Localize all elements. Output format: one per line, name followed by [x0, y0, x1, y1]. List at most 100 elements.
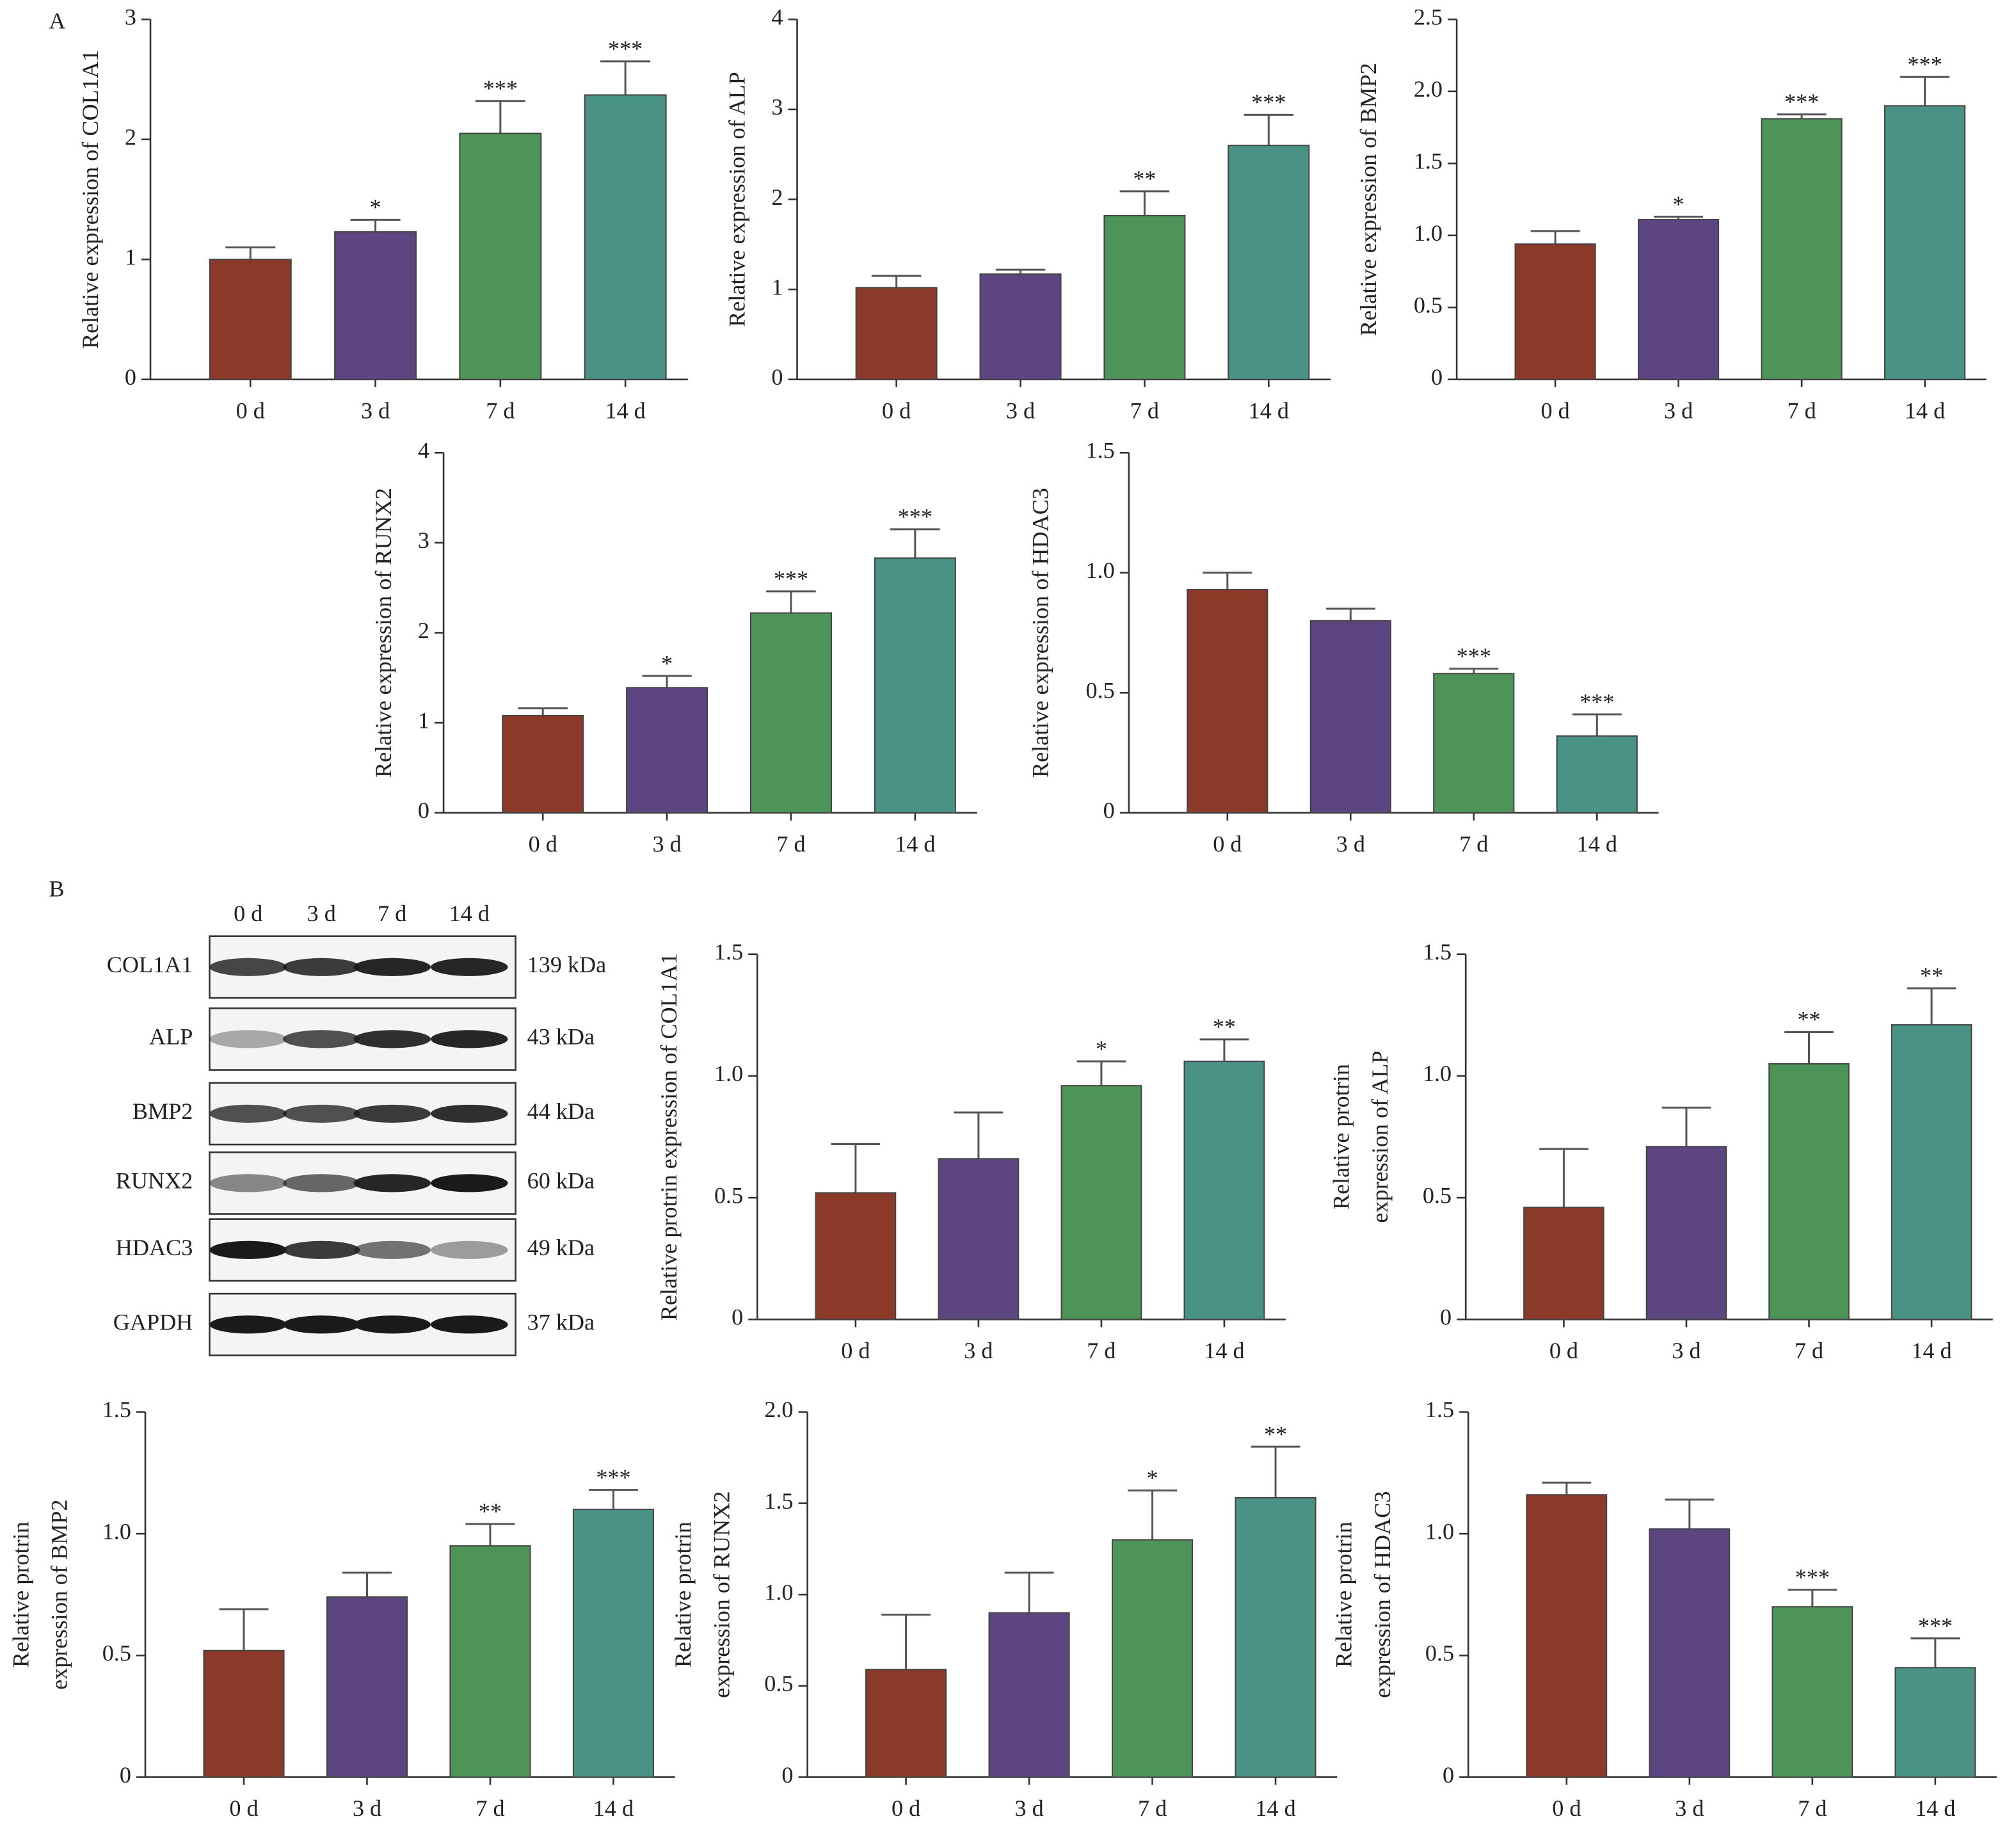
blot-band: [430, 1315, 508, 1334]
weight-label: 43 kDa: [527, 1024, 595, 1050]
y-axis-label: Relative expression of RUNX2: [371, 488, 396, 778]
blot-band: [353, 1030, 431, 1048]
lane-label: 3 d: [307, 901, 336, 926]
x-tick-label: 7 d: [1798, 1795, 1827, 1821]
y-tick-label: 0: [418, 798, 429, 823]
bar: [1523, 1207, 1604, 1320]
significance: *: [1147, 1465, 1158, 1491]
y-tick-label: 2.0: [764, 1397, 793, 1422]
bar: [1645, 1146, 1727, 1320]
significance: **: [1797, 1007, 1820, 1032]
x-tick-label: 14 d: [605, 397, 645, 423]
significance: ***: [1918, 1613, 1953, 1639]
blot-band: [430, 1030, 508, 1048]
y-tick-label: 1: [125, 245, 136, 270]
blot-band: [353, 1315, 431, 1334]
lane-label: 0 d: [234, 901, 262, 926]
y-tick-label: 1.5: [764, 1488, 793, 1514]
y-tick-label: 0.5: [1086, 678, 1115, 703]
blot-band: [209, 1174, 287, 1192]
x-tick-label: 7 d: [1795, 1338, 1823, 1363]
y-tick-label: 1: [771, 274, 783, 300]
blot-band: [282, 958, 360, 976]
x-tick-label: 7 d: [1087, 1338, 1116, 1363]
bar: [209, 259, 292, 380]
x-tick-label: 14 d: [1915, 1795, 1955, 1821]
y-axis-label: expression of ALP: [1367, 1050, 1393, 1223]
y-tick-label: 0.5: [1423, 1182, 1452, 1208]
x-tick-label: 14 d: [1255, 1795, 1295, 1821]
bar: [1884, 105, 1966, 380]
x-tick-label: 3 d: [1672, 1338, 1700, 1363]
y-tick-label: 1.5: [1086, 438, 1115, 463]
bar: [874, 557, 956, 814]
protein-label: BMP2: [132, 1098, 193, 1124]
y-tick-label: 2.5: [1414, 4, 1443, 30]
blot-band: [282, 1030, 360, 1048]
bar: [979, 273, 1062, 380]
y-tick-label: 0: [1431, 364, 1443, 390]
y-tick-label: 1: [418, 707, 429, 733]
significance: ***: [1251, 90, 1286, 115]
y-tick-label: 4: [771, 4, 783, 30]
bar: [1514, 243, 1596, 380]
x-tick-label: 3 d: [1014, 1795, 1043, 1821]
bar: [572, 1509, 655, 1778]
x-tick-label: 0 d: [1552, 1795, 1581, 1821]
bar: [1187, 589, 1268, 814]
bar: [1768, 1063, 1850, 1320]
bar: [459, 132, 542, 380]
significance: *: [370, 195, 381, 220]
y-tick-label: 1.5: [1414, 148, 1443, 174]
blot-band: [353, 958, 431, 976]
bar: [449, 1545, 531, 1778]
x-tick-label: 3 d: [1675, 1795, 1704, 1821]
protein-label: HDAC3: [116, 1235, 193, 1260]
blot-band: [282, 1315, 360, 1334]
y-tick-label: 2.0: [1414, 76, 1443, 102]
y-tick-label: 0: [771, 364, 783, 390]
y-tick-label: 0.5: [764, 1671, 793, 1696]
bar: [855, 287, 938, 380]
blot-band: [353, 1240, 431, 1259]
bar: [988, 1612, 1070, 1778]
x-tick-label: 14 d: [1204, 1338, 1244, 1363]
y-axis-label: expression of RUNX2: [708, 1491, 734, 1698]
y-tick-label: 0: [781, 1762, 793, 1788]
significance: **: [1133, 166, 1156, 191]
bar: [502, 714, 584, 814]
bar: [1894, 1667, 1976, 1778]
blot-band: [209, 1315, 287, 1334]
bar: [326, 1596, 408, 1778]
x-tick-label: 3 d: [1664, 397, 1693, 423]
y-tick-label: 1.5: [1423, 939, 1452, 965]
y-tick-label: 2: [771, 184, 783, 210]
significance: ***: [483, 76, 518, 101]
blot-band: [282, 1104, 360, 1123]
weight-label: 37 kDa: [527, 1310, 595, 1335]
y-axis-label: Relative protrin: [1329, 1064, 1354, 1210]
y-tick-label: 1.0: [1423, 1061, 1452, 1086]
y-tick-label: 0: [1440, 1304, 1452, 1330]
significance: ***: [1784, 89, 1819, 115]
y-tick-label: 4: [418, 438, 429, 463]
significance: ***: [1580, 689, 1614, 714]
blot-band: [282, 1174, 360, 1192]
x-tick-label: 0 d: [529, 831, 557, 856]
significance: ***: [898, 504, 932, 529]
protein-label: RUNX2: [116, 1168, 193, 1194]
significance: ***: [774, 566, 808, 591]
x-tick-label: 3 d: [1336, 831, 1365, 856]
bar: [626, 687, 708, 814]
blot-band: [209, 1240, 287, 1259]
bar: [203, 1649, 285, 1778]
y-tick-label: 3: [418, 527, 429, 553]
panel-label: A: [49, 8, 65, 34]
weight-label: 60 kDa: [527, 1168, 595, 1194]
x-tick-label: 0 d: [841, 1338, 870, 1363]
x-tick-label: 0 d: [1213, 831, 1242, 856]
bar: [1556, 735, 1638, 814]
y-tick-label: 1.0: [102, 1518, 131, 1544]
significance: **: [1920, 963, 1943, 988]
